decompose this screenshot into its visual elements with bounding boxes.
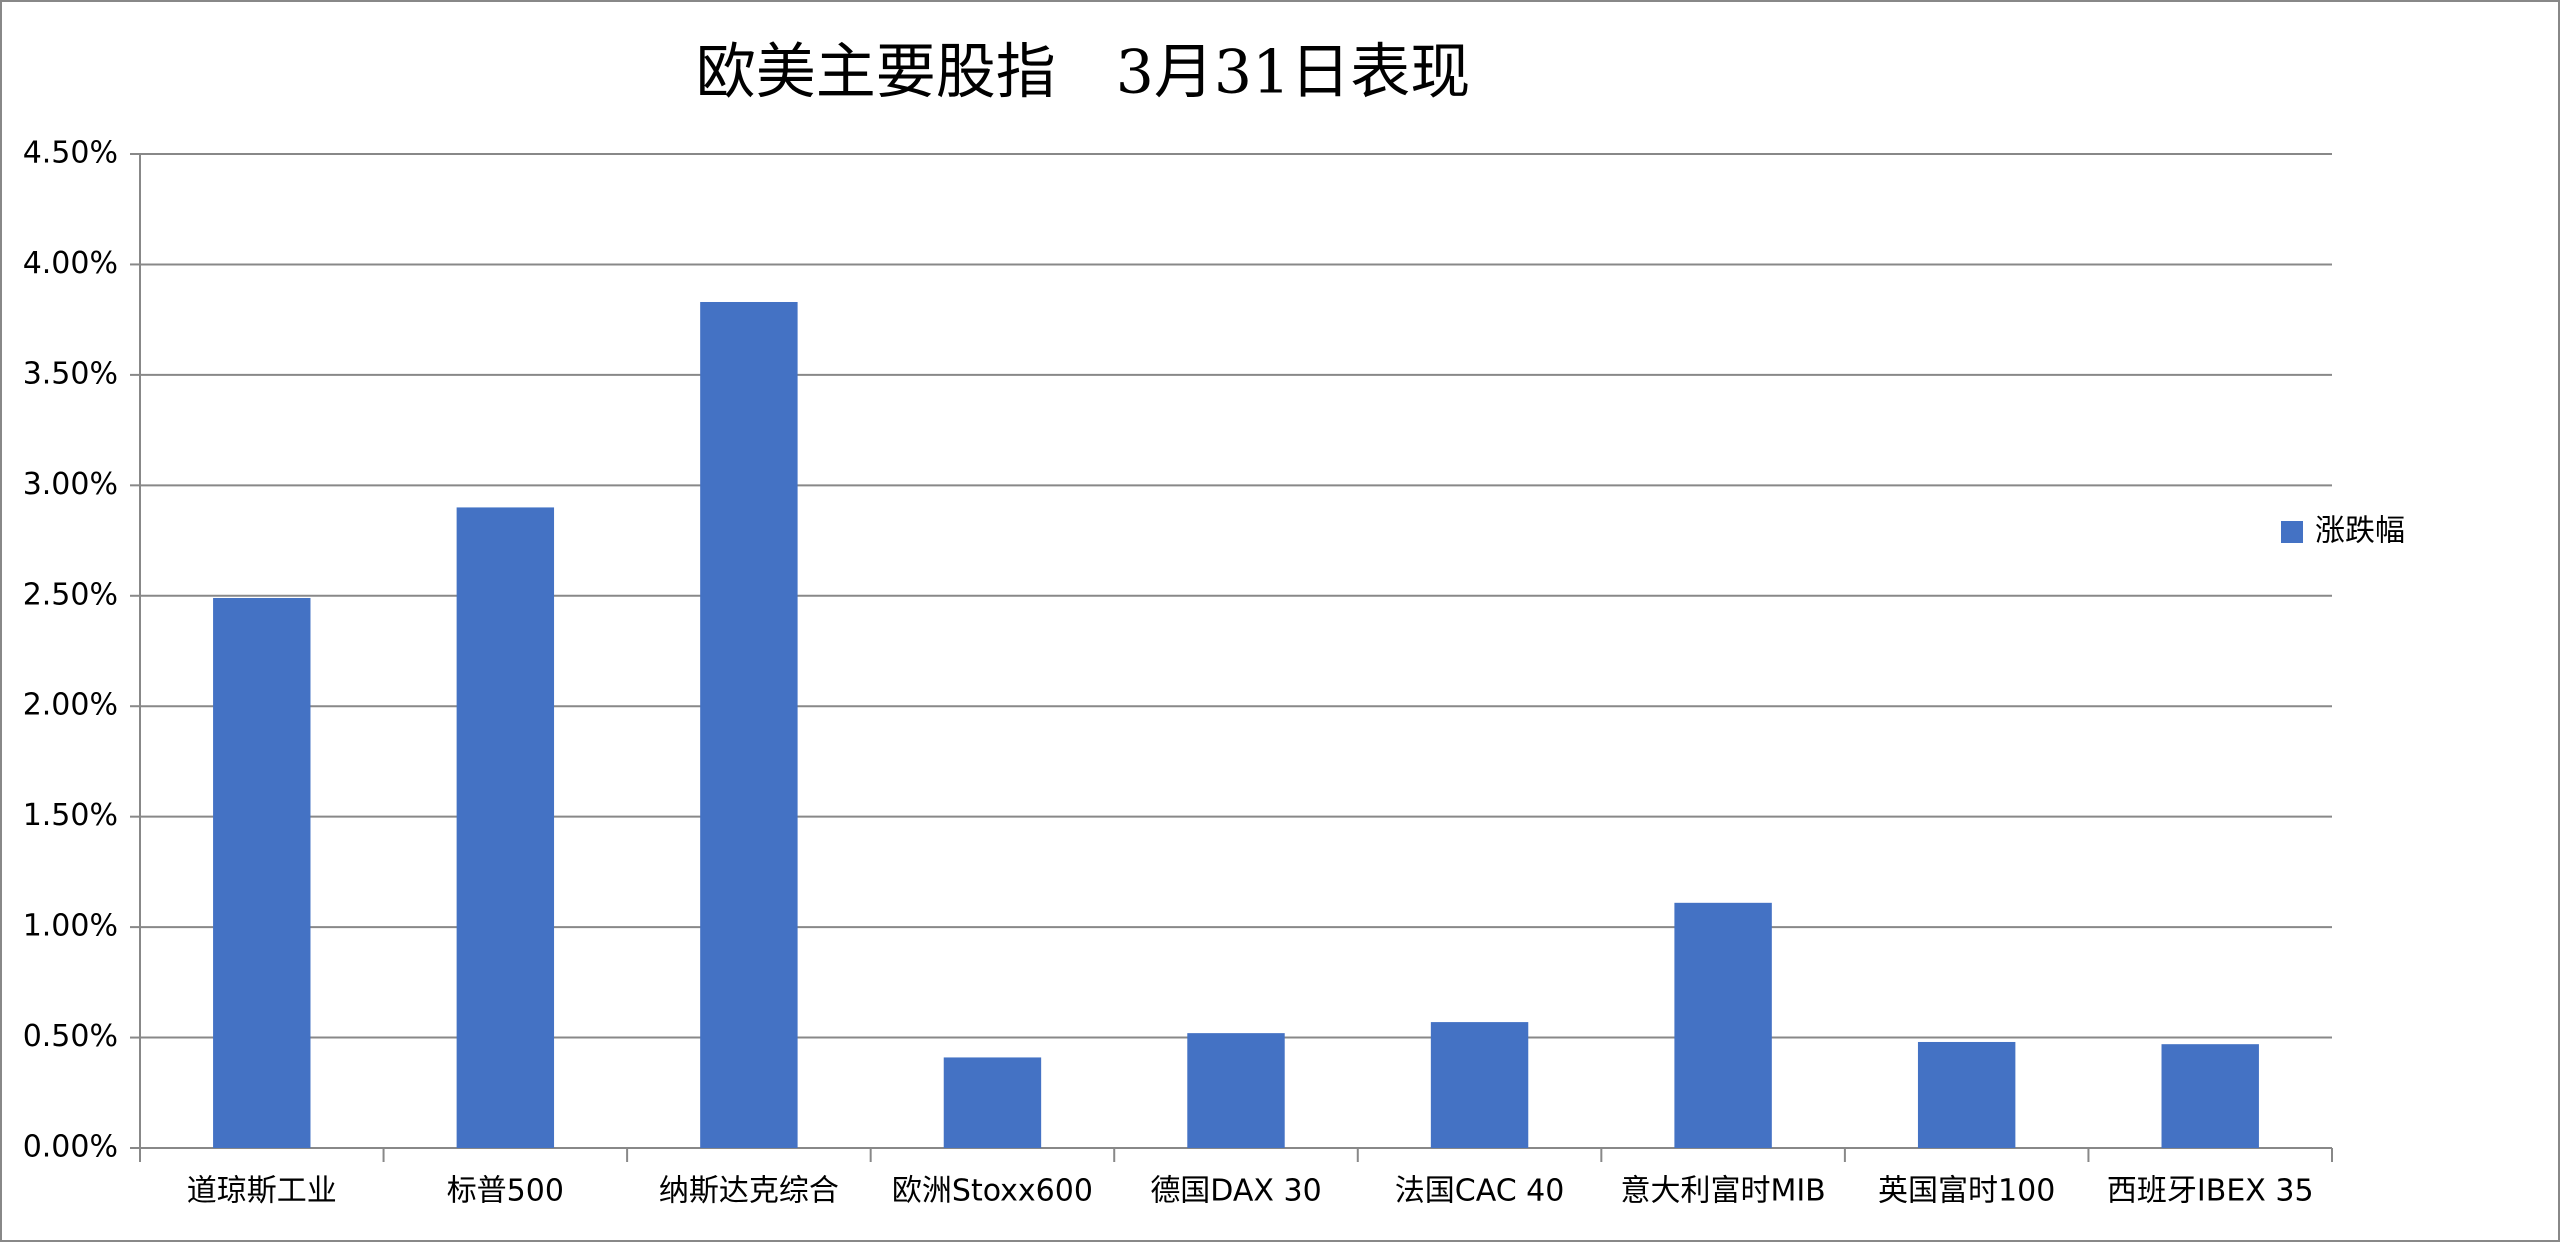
x-tick-label: 意大利富时MIB — [1620, 1174, 1825, 1209]
bar — [1430, 1022, 1529, 1148]
y-tick-label: 0.50% — [23, 1019, 118, 1054]
y-tick-label: 3.00% — [23, 467, 118, 502]
x-tick-label: 欧洲Stoxx600 — [892, 1174, 1093, 1209]
x-tick-label: 道琼斯工业 — [187, 1174, 337, 1209]
y-tick-label: 4.50% — [23, 136, 118, 171]
y-tick-label: 2.50% — [23, 577, 118, 612]
bar — [700, 301, 798, 1148]
bar — [1187, 1033, 1285, 1148]
y-tick-label: 1.00% — [23, 909, 118, 944]
x-tick-label: 法国CAC 40 — [1395, 1174, 1565, 1209]
y-tick-label: 1.50% — [23, 798, 118, 833]
bar — [213, 597, 311, 1148]
chart-title: 欧美主要股指 3月31日表现 — [696, 38, 1471, 108]
bar — [1674, 902, 1772, 1148]
y-tick-label: 4.00% — [23, 246, 118, 281]
x-tick-label: 英国富时100 — [1878, 1174, 2055, 1209]
y-tick-label: 2.00% — [23, 688, 118, 723]
bar — [943, 1057, 1042, 1148]
x-tick-label: 德国DAX 30 — [1150, 1174, 1321, 1209]
x-tick-label: 西班牙IBEX 35 — [2107, 1174, 2314, 1209]
x-tick-label: 标普500 — [447, 1174, 564, 1209]
bar — [1917, 1041, 2016, 1148]
bar — [2161, 1044, 2259, 1148]
x-tick-label: 纳斯达克综合 — [659, 1174, 839, 1209]
legend-label: 涨跌幅 — [2315, 514, 2405, 549]
bar — [456, 507, 555, 1148]
legend-swatch — [2281, 521, 2303, 543]
y-tick-label: 3.50% — [23, 356, 118, 391]
y-tick-label: 0.00% — [23, 1130, 118, 1165]
